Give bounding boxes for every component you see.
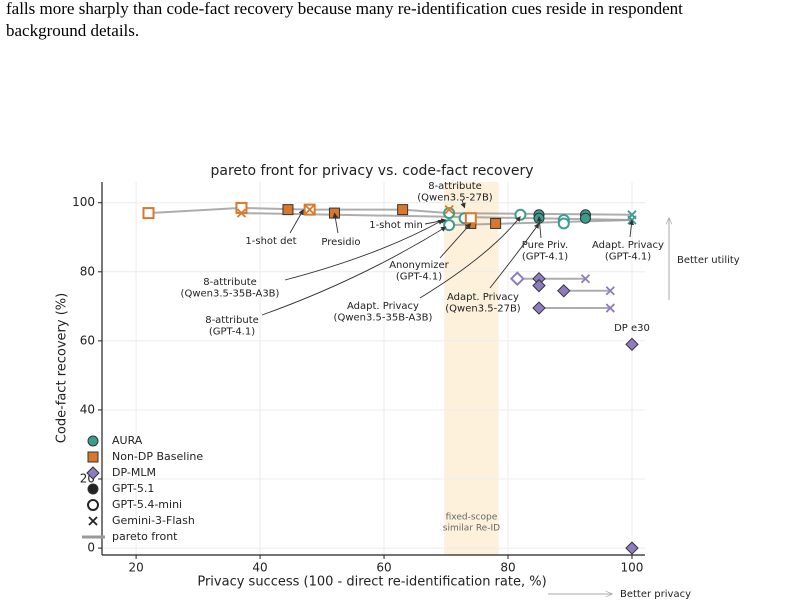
x-tick-label: 80 — [500, 561, 515, 575]
point — [580, 274, 591, 284]
annotation-arrow — [536, 215, 543, 239]
point-x — [305, 204, 315, 215]
chart-title: pareto front for privacy vs. code-fact r… — [210, 163, 533, 179]
point — [397, 204, 409, 216]
point — [532, 301, 546, 315]
point-x — [88, 516, 98, 526]
point — [464, 212, 477, 225]
point — [605, 286, 615, 296]
annotation: (GPT-4.1) — [522, 252, 568, 263]
band-label: similar Re-ID — [443, 524, 500, 534]
annotation: DP e30 — [614, 323, 650, 334]
annotation: Adapt. Privacy — [347, 301, 419, 312]
point — [444, 204, 454, 215]
legend-label: Non-DP Baseline — [112, 450, 203, 463]
annotation: (Qwen3.5-35B-A3B) — [334, 313, 433, 324]
point — [282, 204, 294, 216]
point — [305, 204, 315, 215]
point — [605, 303, 615, 313]
legend-marker — [87, 451, 99, 463]
annotation-arrow — [419, 216, 521, 299]
legend-marker — [86, 466, 100, 480]
point-x — [605, 303, 615, 313]
legend-marker — [87, 499, 99, 511]
point — [532, 278, 546, 293]
y-tick-label: 80 — [80, 264, 95, 278]
annotation: 8-attribute — [428, 181, 482, 192]
paper-text: background details. — [6, 21, 139, 40]
annotation-arrow — [332, 212, 339, 234]
annotation-arrow — [439, 223, 472, 259]
annotation: Pure Priv. — [522, 240, 568, 251]
annotation-arrow — [628, 219, 635, 238]
annotation: (Qwen3.5-27B) — [417, 193, 493, 204]
annotation: Presidio — [321, 237, 360, 248]
point-x — [605, 286, 615, 296]
legend-label: GPT-5.4-mini — [112, 498, 182, 511]
point — [236, 208, 247, 218]
legend-marker — [87, 435, 99, 447]
legend-label: GPT-5.1 — [112, 482, 154, 495]
annotation: (Qwen3.5-35B-A3B) — [181, 289, 280, 300]
y-tick-label: 100 — [72, 195, 95, 209]
legend-label: DP-MLM — [112, 466, 156, 479]
annotation-arrow — [424, 218, 447, 225]
legend-label: AURA — [112, 434, 143, 447]
annotation: (GPT-4.1) — [396, 272, 442, 283]
annotation-arrow — [289, 209, 304, 234]
y-tick-label: 40 — [80, 402, 95, 416]
annotation-arrow — [460, 199, 466, 209]
direction-label: Better privacy — [620, 589, 691, 600]
x-tick-label: 40 — [252, 561, 267, 575]
y-axis-label: Code-fact recovery (%) — [55, 293, 70, 443]
annotation: Adapt. Privacy — [592, 240, 664, 251]
point — [557, 217, 570, 230]
annotation-arrow — [284, 219, 444, 281]
legend-label: pareto front — [112, 530, 178, 543]
point — [490, 217, 502, 229]
annotation: (GPT-4.1) — [605, 252, 651, 263]
point — [443, 207, 456, 220]
point — [625, 337, 639, 352]
annotation-arrow — [261, 226, 447, 316]
pareto-line — [148, 206, 632, 216]
x-tick-label: 20 — [128, 561, 143, 575]
annotation: 8-attribute — [205, 315, 259, 326]
band-label: fixed-scope — [446, 513, 498, 523]
point — [514, 208, 527, 221]
y-tick-label: 60 — [80, 333, 95, 347]
legend-marker — [88, 516, 98, 526]
shaded-band — [444, 182, 499, 555]
paper-text: falls more sharply than code-fact recove… — [6, 0, 683, 18]
annotation: (Qwen3.5-27B) — [445, 304, 521, 315]
point — [579, 212, 591, 224]
y-tick-label: 0 — [87, 541, 95, 555]
annotation: Adapt. Privacy — [447, 292, 519, 303]
annotation: 1-shot det — [245, 236, 296, 247]
point-x — [580, 274, 591, 284]
annotation: (GPT-4.1) — [209, 327, 255, 338]
point-x — [444, 204, 454, 215]
legend-label: Gemini-3-Flash — [112, 514, 195, 527]
point — [235, 201, 248, 214]
direction-label: Better utility — [677, 255, 740, 266]
point — [142, 207, 155, 220]
annotation-arrow — [489, 223, 540, 289]
x-axis-label: Privacy success (100 - direct re-identif… — [197, 575, 546, 590]
point — [625, 541, 639, 555]
annotation: Anonymizer — [389, 260, 449, 271]
legend-marker — [87, 483, 99, 495]
point — [443, 219, 456, 232]
x-tick-label: 60 — [376, 561, 391, 575]
point-x — [236, 208, 247, 218]
point — [509, 271, 525, 287]
annotation: 1-shot min — [369, 220, 423, 231]
annotation: 8-attribute — [203, 277, 257, 288]
x-tick-label: 100 — [621, 561, 644, 575]
point — [557, 284, 571, 298]
